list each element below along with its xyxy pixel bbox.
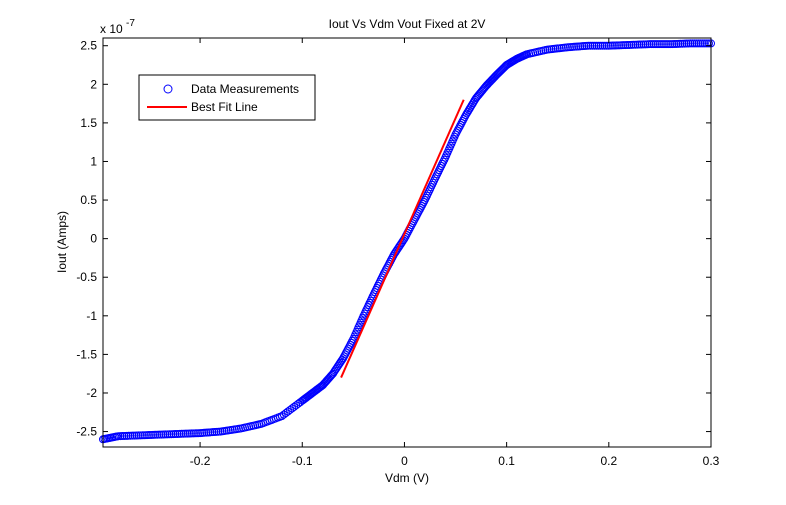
data-point [348, 336, 357, 345]
data-point [704, 39, 713, 48]
x-tick-label: 0.3 [703, 454, 720, 468]
y-axis-ticks: -2.5 -2 -1.5 -1 -0.5 0 0.5 1 1.5 2 2.5 [76, 39, 711, 439]
y-tick-label: 0.5 [80, 193, 97, 207]
x-axis-ticks: -0.2 -0.1 0 0.1 0.2 0.3 [190, 38, 720, 468]
data-point [696, 39, 705, 48]
y-multiplier: x 10 [100, 22, 123, 36]
x-tick-label: 0 [401, 454, 408, 468]
x-axis-label: Vdm (V) [385, 471, 429, 485]
y-tick-label: 0 [90, 232, 97, 246]
legend-box [138, 74, 316, 121]
data-point [347, 338, 356, 347]
legend-label-data: Data Measurements [191, 82, 299, 96]
y-exponent: -7 [126, 18, 135, 29]
plot-frame [102, 37, 712, 448]
data-point [645, 40, 654, 49]
data-point [702, 39, 711, 48]
y-tick-label: 1.5 [80, 116, 97, 130]
data-point [655, 40, 664, 49]
data-point [419, 197, 428, 206]
data-point [659, 40, 668, 49]
data-point [664, 40, 673, 49]
data-point [588, 41, 597, 50]
chart-title: Iout Vs Vdm Vout Fixed at 2V [329, 17, 486, 31]
y-tick-label: -2.5 [76, 425, 97, 439]
data-point [700, 39, 709, 48]
x-tick-label: -0.1 [292, 454, 313, 468]
data-point [662, 40, 671, 49]
legend: Data Measurements Best Fit Line [138, 74, 316, 121]
y-tick-label: -0.5 [76, 270, 97, 284]
y-axis-label: Iout (Amps) [55, 211, 69, 273]
x-tick-label: 0.1 [498, 454, 515, 468]
data-point [602, 41, 611, 50]
y-tick-label: 1 [90, 154, 97, 168]
x-tick-label: 0.2 [600, 454, 617, 468]
data-point [600, 41, 609, 50]
x-tick-label: -0.2 [190, 454, 211, 468]
data-point [594, 41, 603, 50]
data-point [694, 39, 703, 48]
data-point [657, 40, 666, 49]
y-tick-label: -1 [86, 309, 97, 323]
data-point [590, 41, 599, 50]
data-point [592, 41, 601, 50]
data-point [653, 40, 662, 49]
data-point [698, 39, 707, 48]
data-point [686, 39, 695, 48]
data-point [596, 41, 605, 50]
data-point [647, 40, 656, 49]
best-fit-line [340, 99, 465, 378]
data-point [688, 39, 697, 48]
data-point [598, 41, 607, 50]
data-layer [99, 39, 715, 444]
data-point [584, 41, 593, 50]
legend-label-fit: Best Fit Line [191, 100, 258, 114]
data-point [649, 40, 658, 49]
data-point [690, 39, 699, 48]
y-tick-label: 2 [90, 77, 97, 91]
data-point [586, 41, 595, 50]
y-tick-label: 2.5 [80, 39, 97, 53]
y-tick-label: -2 [86, 386, 97, 400]
legend-marker-data [163, 84, 173, 94]
data-point [692, 39, 701, 48]
data-point [651, 40, 660, 49]
y-tick-label: -1.5 [76, 347, 97, 361]
